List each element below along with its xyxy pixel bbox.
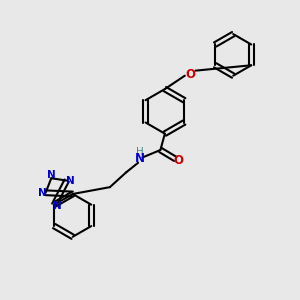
Text: N: N bbox=[47, 170, 56, 180]
Text: H: H bbox=[136, 147, 144, 157]
Text: N: N bbox=[38, 188, 46, 198]
Text: N: N bbox=[53, 201, 62, 211]
Text: N: N bbox=[135, 152, 145, 164]
Text: O: O bbox=[185, 68, 195, 81]
Text: N: N bbox=[66, 176, 75, 186]
Text: O: O bbox=[173, 154, 183, 167]
